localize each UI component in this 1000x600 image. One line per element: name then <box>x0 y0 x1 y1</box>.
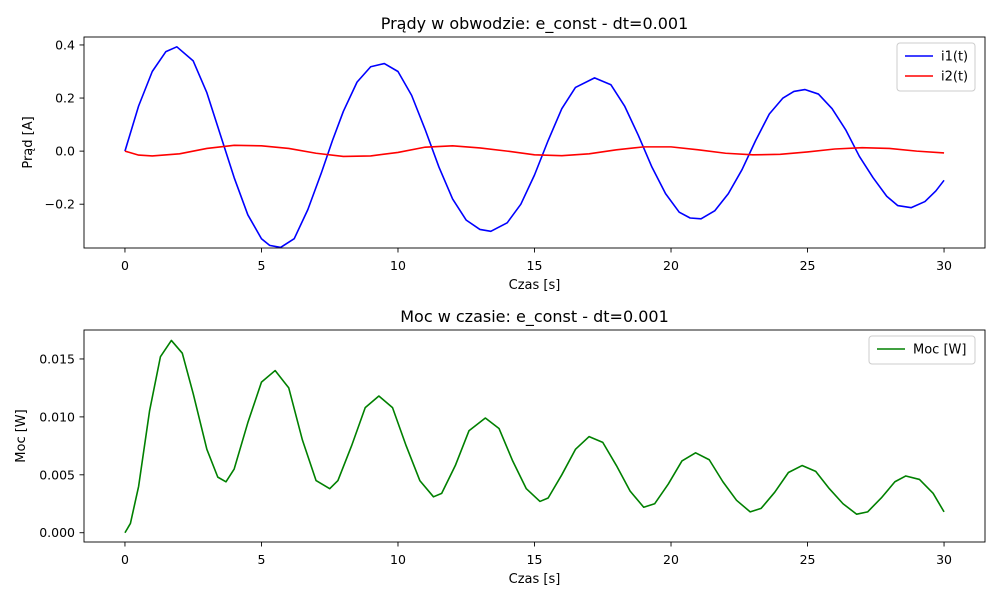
x-tick-label: 5 <box>257 552 265 567</box>
x-tick-label: 5 <box>257 258 265 273</box>
x-tick-label: 15 <box>527 552 543 567</box>
x-tick-label: 20 <box>663 552 679 567</box>
y-tick-label: 0.2 <box>55 91 75 106</box>
y-axis-label: Prąd [A] <box>21 116 36 168</box>
legend: Moc [W] <box>868 335 976 365</box>
y-tick-label: 0.4 <box>55 37 75 52</box>
x-tick-label: 25 <box>800 552 816 567</box>
x-tick-label: 15 <box>527 258 543 273</box>
legend-label: Moc [W] <box>913 343 966 358</box>
legend-label: i1(t) <box>941 50 968 65</box>
legend-box <box>896 42 976 92</box>
x-tick-label: 20 <box>663 258 679 273</box>
x-axis-label: Czas [s] <box>509 572 561 587</box>
x-tick-label: 10 <box>390 258 406 273</box>
chart-title: Prądy w obwodzie: e_const - dt=0.001 <box>381 14 689 34</box>
series-line-i1-t <box>124 46 945 248</box>
x-axis-label: Czas [s] <box>509 278 561 293</box>
y-tick-label: 0.0 <box>55 144 75 159</box>
legend-box <box>868 335 976 365</box>
x-tick-label: 25 <box>800 258 816 273</box>
x-tick-label: 30 <box>936 552 952 567</box>
legend-label: i2(t) <box>941 70 968 85</box>
y-tick-label: 0.000 <box>39 525 75 540</box>
x-tick-label: 10 <box>390 552 406 567</box>
series-line-i2-t <box>124 144 945 158</box>
y-tick-label: 0.015 <box>39 351 75 366</box>
currents-chart: Prądy w obwodzie: e_const - dt=0.001 0 5 10… <box>21 14 986 293</box>
power-chart: Moc w czasie: e_const - dt=0.001 0 5 10 15 20… <box>14 307 986 587</box>
y-axis-label: Moc [W] <box>14 409 29 462</box>
y-tick-label: −0.2 <box>45 197 75 212</box>
x-tick-label: 0 <box>121 552 129 567</box>
x-tick-label: 30 <box>936 258 952 273</box>
chart-title: Moc w czasie: e_const - dt=0.001 <box>400 307 669 327</box>
y-tick-label: 0.005 <box>39 467 75 482</box>
x-tick-label: 0 <box>121 258 129 273</box>
y-tick-label: 0.010 <box>39 409 75 424</box>
legend: i1(t) i2(t) <box>896 42 976 92</box>
plot-frame <box>83 36 986 249</box>
series-line-moc-w <box>124 339 945 534</box>
plot-frame <box>83 329 986 543</box>
